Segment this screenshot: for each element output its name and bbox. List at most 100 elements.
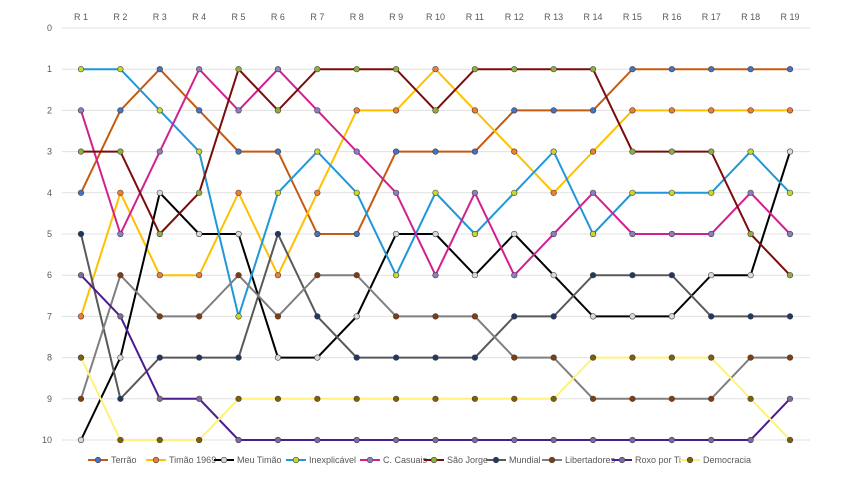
data-point [432,107,439,114]
series-lines [77,66,794,444]
data-point [235,148,242,155]
data-point [432,395,439,402]
data-point [432,230,439,238]
data-point [117,436,124,444]
data-point [668,313,675,320]
data-point [511,148,518,155]
data-point [196,66,203,73]
data-point [708,272,715,279]
legend-item: Roxo por Ti [612,455,681,465]
data-point [235,66,242,73]
data-point [117,66,124,73]
legend-item: Terrão [88,455,137,465]
data-point [117,395,124,402]
y-tick-label: 3 [47,147,52,157]
legend-marker [492,456,500,464]
legend-item: Libertadores [542,455,616,465]
data-point [235,189,242,196]
data-point [786,148,794,155]
legend-item: C. Casuais [360,455,428,465]
x-tick-label: R 5 [232,12,246,22]
data-point [117,230,124,238]
data-point [432,148,439,155]
data-point [589,189,597,196]
data-point [77,436,85,444]
data-point [550,354,557,361]
x-tick-label: R 8 [350,12,364,22]
data-point [668,436,675,444]
legend-label: Roxo por Ti [635,455,681,465]
data-point [550,66,557,73]
data-point [511,230,518,238]
legend-item: Meu Timão [214,455,282,465]
data-point [274,230,282,238]
data-point [471,354,478,361]
y-tick-label: 1 [47,64,52,74]
data-point [353,230,360,238]
data-point [786,395,794,402]
series-line [81,67,791,276]
data-point [708,313,715,320]
legend-marker [152,456,160,464]
x-tick-label: R 12 [505,12,524,22]
data-point [77,107,85,114]
data-point [629,436,636,444]
data-point [156,354,163,361]
data-point [786,107,794,114]
data-point [314,66,321,73]
data-point [589,230,597,238]
data-point [511,189,518,196]
data-point [314,272,321,279]
data-point [747,66,754,73]
data-point [393,313,400,320]
legend-label: Libertadores [565,455,616,465]
data-point [274,66,282,73]
data-point [668,354,675,361]
legend-marker [618,456,626,464]
data-point [471,272,478,279]
data-point [77,148,85,155]
legend-item: São Jorge [424,455,488,465]
legend-label: Inexplicável [309,455,356,465]
data-point [747,313,754,320]
data-point [314,354,321,361]
data-point [550,230,557,238]
data-point [747,354,754,361]
data-point [708,107,715,114]
data-point [77,230,85,238]
x-tick-label: R 15 [623,12,642,22]
data-point [708,189,715,196]
y-tick-label: 4 [47,188,52,198]
legend-label: C. Casuais [383,455,428,465]
data-point [117,272,124,279]
data-point [353,354,360,361]
data-point [353,189,360,196]
data-point [589,66,597,73]
series-inexplic-vel [77,66,794,321]
x-tick-label: R 1 [74,12,88,22]
legend-marker [292,456,300,464]
data-point [668,66,675,73]
data-point [550,436,557,444]
legend-label: Democracia [703,455,751,465]
data-point [274,107,282,114]
data-point [550,148,557,155]
data-point [314,436,321,444]
data-point [511,313,518,320]
data-point [353,436,360,444]
data-point [393,436,400,444]
x-tick-label: R 13 [544,12,563,22]
data-point [589,395,597,402]
data-point [156,107,163,114]
legend-label: Mundial [509,455,541,465]
data-point [629,189,636,196]
data-point [314,230,321,238]
data-point [353,107,360,114]
data-point [314,395,321,402]
x-tick-label: R 3 [153,12,167,22]
data-point [708,66,715,73]
y-axis-ticks: 0 1 2 3 4 5 6 7 8 9 10 [42,23,52,445]
data-point [471,230,478,238]
data-point [393,272,400,279]
